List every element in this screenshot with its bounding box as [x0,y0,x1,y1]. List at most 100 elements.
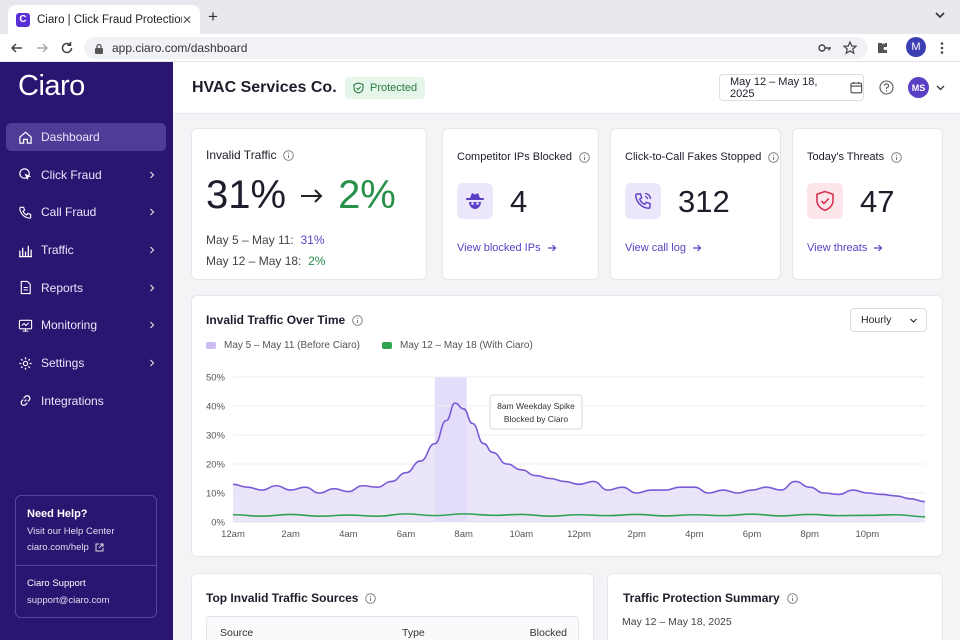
competitor-title: Competitor IPs Blocked [457,151,572,163]
info-icon[interactable] [352,314,363,326]
bookmark-star-icon[interactable] [842,40,858,56]
view-blocked-ips-link[interactable]: View blocked IPs [457,242,557,254]
link-text: View blocked IPs [457,242,541,254]
y-tick-label: 20% [206,460,226,471]
y-tick-label: 40% [206,402,226,413]
chart-legend: May 5 – May 11 (Before Ciaro) May 12 – M… [206,340,533,351]
sidebar-item-monitoring[interactable]: Monitoring [6,311,166,339]
address-bar: app.ciaro.com/dashboard [0,34,960,62]
summary-range: May 12 – May 18, 2025 [622,616,732,628]
help-title: Need Help? [27,508,88,520]
granularity-select[interactable]: Hourly [850,308,927,332]
info-icon[interactable] [891,151,902,163]
traffic-sources-card: Top Invalid Traffic Sources Source Type … [191,573,594,640]
info-icon[interactable] [579,151,590,163]
calendar-icon [850,81,863,94]
click-icon [19,168,32,181]
user-menu-chevron-icon[interactable] [936,84,945,92]
invalid-traffic-card: Invalid Traffic 31% 2% May 5 – May 11: 3… [191,128,427,280]
browser-profile-avatar[interactable]: M [906,37,926,57]
date-range-picker[interactable]: May 12 – May 18, 2025 [719,74,864,101]
help-text: Visit our Help Center [27,526,115,537]
org-selector[interactable]: HVAC Services Co. [192,79,355,97]
before-series-area [233,403,925,522]
key-icon[interactable] [817,40,833,56]
monitor-icon [18,319,33,332]
sidebar-item-label: Dashboard [41,130,100,144]
date-range-text: May 12 – May 18, 2025 [730,75,818,100]
support-email[interactable]: support@ciaro.com [27,595,110,606]
sidebar-item-dashboard[interactable]: Dashboard [6,123,166,151]
legend-item-before[interactable]: May 5 – May 11 (Before Ciaro) [206,340,360,351]
y-tick-label: 50% [206,373,226,384]
lock-icon [95,43,103,54]
traffic-chart: 0% 10% 20% 30% 40% 50% 12am 2am 4am 6am 8am 10am 12p… [206,373,926,540]
sidebar-item-label: Reports [41,280,84,295]
tab-title: Ciaro | Click Fraud Protection [37,13,182,26]
sidebar-item-traffic[interactable]: Traffic [6,236,166,264]
info-icon[interactable] [283,149,295,161]
col-type[interactable]: Type [402,627,425,639]
new-tab-icon[interactable]: + [208,7,218,26]
browser-tab[interactable]: C Ciaro | Click Fraud Protection ✕ [8,5,200,34]
user-avatar[interactable]: MS [908,77,929,98]
protection-summary-card: Traffic Protection Summary May 12 – May … [607,573,943,640]
before-series-line [232,402,926,503]
url-field[interactable]: app.ciaro.com/dashboard [84,37,868,59]
report-icon [20,281,31,295]
page-header: HVAC Services Co. Protected May 12 – May… [173,62,960,114]
info-icon[interactable] [365,592,377,604]
card-title: Traffic Protection Summary [623,591,798,605]
spy-icon-box [457,183,493,219]
link-text: View threats [807,242,868,254]
chevron-right-icon [150,284,155,292]
divider [16,565,156,566]
help-center-link[interactable]: ciaro.com/help [27,542,104,553]
card-title: Top Invalid Traffic Sources [206,591,377,605]
sidebar-item-label: Click Fraud [41,167,102,182]
threats-count: 47 [860,184,895,219]
x-tick-label: 10pm [855,529,879,540]
info-icon[interactable] [768,151,780,163]
card-title: Invalid Traffic [206,148,295,162]
threats-card: Today's Threats 47 View threats [792,128,943,280]
view-threats-link[interactable]: View threats [807,242,883,254]
sidebar-item-reports[interactable]: Reports [6,274,166,302]
sidebar-item-click-fraud[interactable]: Click Fraud [6,161,166,189]
status-badge: Protected [345,77,426,99]
sidebar-item-call-fraud[interactable]: Call Fraud [6,198,166,226]
x-tick-label: 8pm [800,529,819,540]
extensions-icon[interactable] [874,40,890,56]
x-tick-label: 8am [454,529,473,540]
col-blocked[interactable]: Blocked [529,627,567,639]
chevron-right-icon [150,171,155,179]
sidebar-item-settings[interactable]: Settings [6,349,166,377]
sidebar-item-label: Settings [41,356,85,371]
browser-menu-icon[interactable] [934,40,950,56]
after-percent: 2% [338,173,396,217]
tab-close-icon[interactable]: ✕ [181,12,192,27]
y-tick-label: 0% [211,518,225,529]
granularity-value: Hourly [861,314,892,326]
gear-icon [19,357,32,370]
view-call-log-link[interactable]: View call log [625,242,702,254]
legend-item-after[interactable]: May 12 – May 18 (With Ciaro) [381,340,533,351]
arrow-right-icon [547,244,556,252]
external-link-icon [95,543,104,552]
invalid-traffic-comparison: 31% 2% [206,173,396,218]
help-icon[interactable] [879,80,894,95]
col-source[interactable]: Source [220,627,254,639]
card-title: Invalid Traffic Over Time [206,313,363,327]
home-icon [19,131,32,144]
phone-icon-box [625,183,661,219]
sources-table-header: Source Type Blocked [206,616,579,640]
info-icon[interactable] [786,592,798,604]
reload-icon[interactable] [59,40,75,56]
chevron-right-icon [150,359,155,367]
back-icon[interactable] [9,40,25,56]
after-series-line [232,513,926,518]
sidebar-item-integrations[interactable]: Integrations [6,387,166,415]
tab-list-chevron-icon[interactable] [934,9,946,21]
forward-icon[interactable] [34,40,50,56]
annotation-line1: 8am Weekday Spike [497,401,575,411]
